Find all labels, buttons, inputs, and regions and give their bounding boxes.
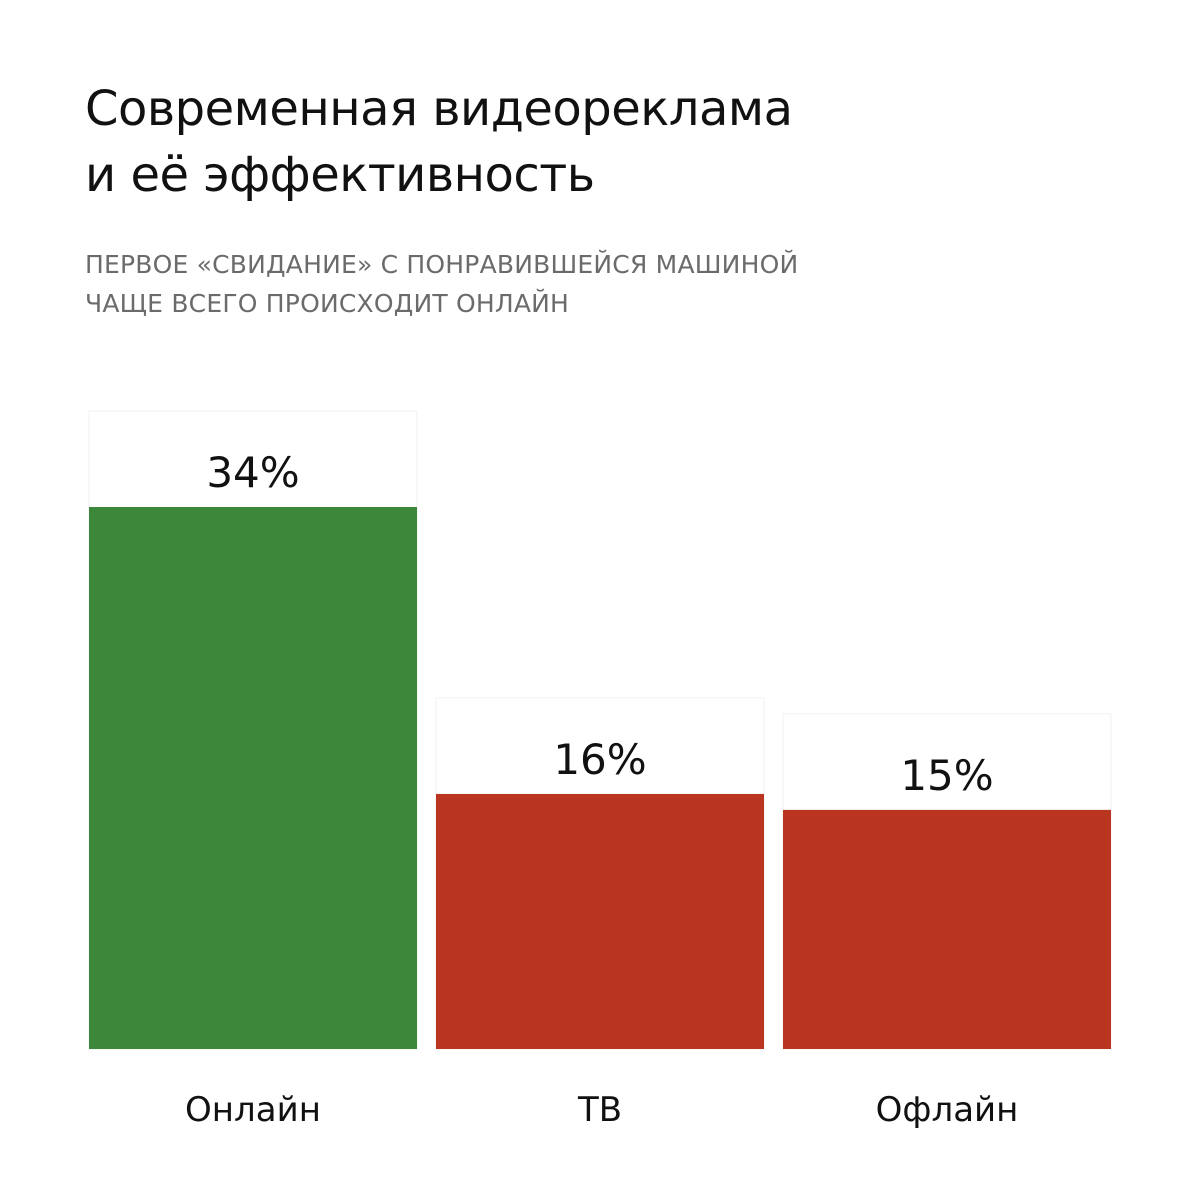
- chart-subtitle-line-2: ЧАЩЕ ВСЕГО ПРОИСХОДИТ ОНЛАЙН: [85, 289, 570, 318]
- bar-3: [783, 809, 1111, 1049]
- bar-value-label-2: 16%: [553, 735, 646, 784]
- category-label-1: Онлайн: [185, 1090, 321, 1130]
- chart-title: Современная видеореклама и её эффективно…: [85, 76, 1125, 208]
- bar-value-label-3: 15%: [900, 751, 993, 800]
- category-label-3: Офлайн: [876, 1090, 1019, 1130]
- bar-value-label-1: 34%: [206, 448, 299, 497]
- bar-1: [89, 507, 417, 1049]
- chart-title-line-1: Современная видеореклама: [85, 81, 793, 137]
- bar-2: [436, 793, 764, 1049]
- category-label-2: ТВ: [577, 1090, 622, 1130]
- chart-title-line-2: и её эффективность: [85, 147, 595, 203]
- chart-subtitle: ПЕРВОЕ «СВИДАНИЕ» С ПОНРАВИВШЕЙСЯ МАШИНО…: [85, 245, 1125, 323]
- chart-subtitle-line-1: ПЕРВОЕ «СВИДАНИЕ» С ПОНРАВИВШЕЙСЯ МАШИНО…: [85, 250, 799, 279]
